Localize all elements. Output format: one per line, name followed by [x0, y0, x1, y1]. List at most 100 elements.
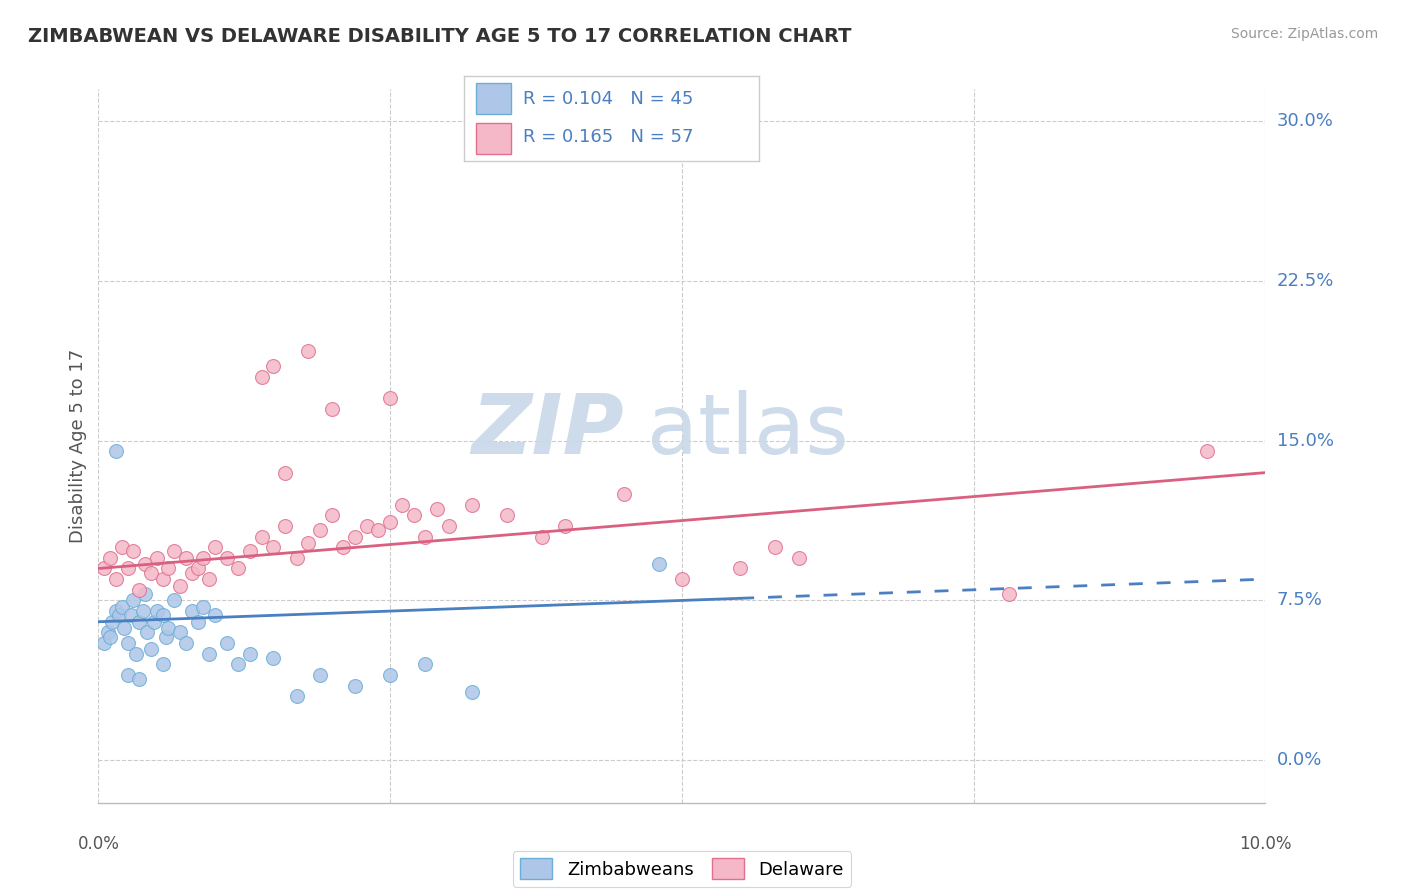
Point — [787, 550, 810, 565]
Point — [378, 515, 402, 529]
Point — [239, 544, 262, 558]
Bar — [475, 123, 512, 153]
Point — [402, 508, 425, 523]
Point — [128, 582, 150, 597]
Point — [193, 550, 215, 565]
Point — [152, 572, 174, 586]
Point — [332, 540, 354, 554]
Point — [187, 615, 209, 629]
Point — [146, 604, 169, 618]
Text: 22.5%: 22.5% — [1277, 272, 1334, 290]
Point — [125, 647, 148, 661]
Point — [152, 608, 174, 623]
Point — [117, 636, 139, 650]
Point — [169, 578, 191, 592]
Point — [93, 636, 115, 650]
Text: R = 0.165   N = 57: R = 0.165 N = 57 — [523, 128, 693, 145]
Point — [730, 561, 752, 575]
Point — [120, 608, 142, 623]
Point — [132, 604, 155, 618]
Point — [612, 487, 634, 501]
Text: 10.0%: 10.0% — [1239, 835, 1292, 853]
Point — [367, 523, 389, 537]
Point — [344, 679, 367, 693]
Point — [146, 550, 169, 565]
Point — [104, 604, 127, 618]
Point — [413, 657, 436, 672]
Text: Source: ZipAtlas.com: Source: ZipAtlas.com — [1230, 27, 1378, 41]
Point — [321, 401, 343, 416]
Point — [134, 587, 156, 601]
Point — [239, 647, 262, 661]
Point — [111, 599, 134, 614]
Point — [97, 625, 120, 640]
Point — [274, 519, 297, 533]
Point — [250, 529, 273, 543]
Point — [204, 540, 226, 554]
Point — [285, 690, 308, 704]
Point — [215, 636, 238, 650]
Point — [1195, 444, 1218, 458]
Point — [461, 498, 484, 512]
Point — [174, 550, 197, 565]
Point — [321, 508, 343, 523]
Point — [763, 540, 786, 554]
Point — [344, 529, 367, 543]
Point — [378, 391, 402, 405]
Point — [274, 466, 297, 480]
Point — [111, 540, 134, 554]
Point — [136, 625, 159, 640]
Point — [180, 604, 202, 618]
Point — [193, 599, 215, 614]
Point — [297, 344, 319, 359]
Point — [413, 529, 436, 543]
Point — [98, 550, 121, 565]
Point — [647, 558, 669, 572]
Point — [93, 561, 115, 575]
Text: 7.5%: 7.5% — [1277, 591, 1323, 609]
Point — [163, 544, 186, 558]
Point — [180, 566, 202, 580]
Point — [134, 558, 156, 572]
Point — [297, 536, 319, 550]
Point — [108, 608, 131, 623]
Point — [157, 561, 180, 575]
Point — [112, 621, 135, 635]
Text: 0.0%: 0.0% — [77, 835, 120, 853]
Text: 0.0%: 0.0% — [1277, 751, 1322, 769]
Point — [356, 519, 378, 533]
Point — [204, 608, 226, 623]
Point — [997, 587, 1019, 601]
Point — [104, 444, 127, 458]
Point — [285, 550, 308, 565]
Point — [101, 615, 124, 629]
Legend: Zimbabweans, Delaware: Zimbabweans, Delaware — [513, 851, 851, 887]
Point — [157, 621, 180, 635]
Point — [117, 561, 139, 575]
Point — [169, 625, 191, 640]
Point — [530, 529, 553, 543]
Point — [461, 685, 484, 699]
Bar — [475, 84, 512, 114]
Point — [262, 359, 284, 373]
Text: ZIP: ZIP — [471, 390, 623, 470]
Point — [378, 668, 402, 682]
Text: 30.0%: 30.0% — [1277, 112, 1333, 130]
Point — [128, 615, 150, 629]
Point — [198, 647, 221, 661]
Point — [174, 636, 197, 650]
Point — [309, 523, 332, 537]
Point — [139, 642, 162, 657]
Point — [198, 572, 221, 586]
Point — [554, 519, 576, 533]
Point — [117, 668, 139, 682]
Text: ZIMBABWEAN VS DELAWARE DISABILITY AGE 5 TO 17 CORRELATION CHART: ZIMBABWEAN VS DELAWARE DISABILITY AGE 5 … — [28, 27, 852, 45]
Point — [143, 615, 166, 629]
Text: atlas: atlas — [647, 390, 849, 470]
Point — [250, 369, 273, 384]
Point — [495, 508, 517, 523]
Point — [215, 550, 238, 565]
Point — [426, 501, 449, 516]
Point — [228, 657, 250, 672]
Point — [262, 651, 284, 665]
